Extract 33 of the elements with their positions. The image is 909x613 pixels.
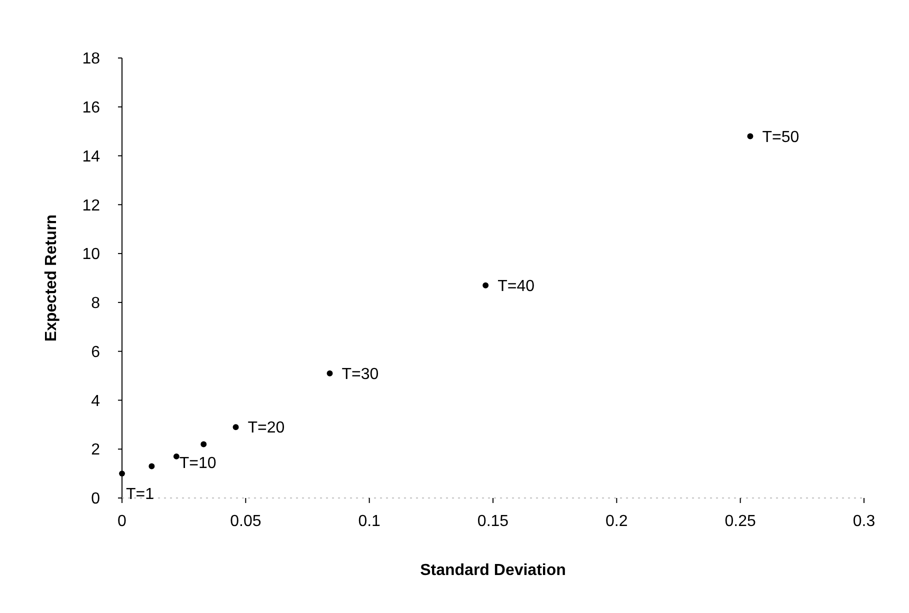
annotation: T=20 <box>248 420 285 437</box>
annotation: T=50 <box>762 128 800 146</box>
x-tick-label: 0.15 <box>477 513 509 530</box>
y-tick-label: 10 <box>82 246 100 264</box>
x-tick-label: 0.25 <box>724 513 756 530</box>
y-tick-label: 18 <box>82 50 100 68</box>
y-tick-label: 12 <box>82 197 100 214</box>
x-tick-label: 0 <box>118 513 127 530</box>
point <box>326 370 333 376</box>
x-tick-label: 0.2 <box>606 513 628 530</box>
x-tick-label: 0.3 <box>852 513 876 530</box>
y-tick-label: 16 <box>82 99 100 116</box>
point <box>119 470 125 477</box>
y-tick-label: 2 <box>91 442 100 459</box>
annotation: T=30 <box>342 366 379 383</box>
annotation: T=10 <box>179 455 216 472</box>
y-tick-label: 4 <box>91 392 100 410</box>
point <box>200 441 207 448</box>
point <box>747 133 754 140</box>
point <box>482 282 489 288</box>
x-tick-label: 0.05 <box>230 513 262 530</box>
y-tick-label: 0 <box>91 490 100 508</box>
point <box>232 424 239 430</box>
annotation: T=40 <box>498 278 535 295</box>
point <box>173 453 180 460</box>
y-tick-label: 6 <box>91 344 100 361</box>
x-tick-label: 0.1 <box>358 513 381 530</box>
x-axis-title: Standard Deviation <box>420 562 566 579</box>
annotation: T=1 <box>126 486 154 504</box>
y-axis-title: Expected Return <box>43 214 60 342</box>
y-tick-label: 8 <box>91 295 100 312</box>
y-tick-label: 14 <box>82 148 100 166</box>
point <box>148 463 155 470</box>
